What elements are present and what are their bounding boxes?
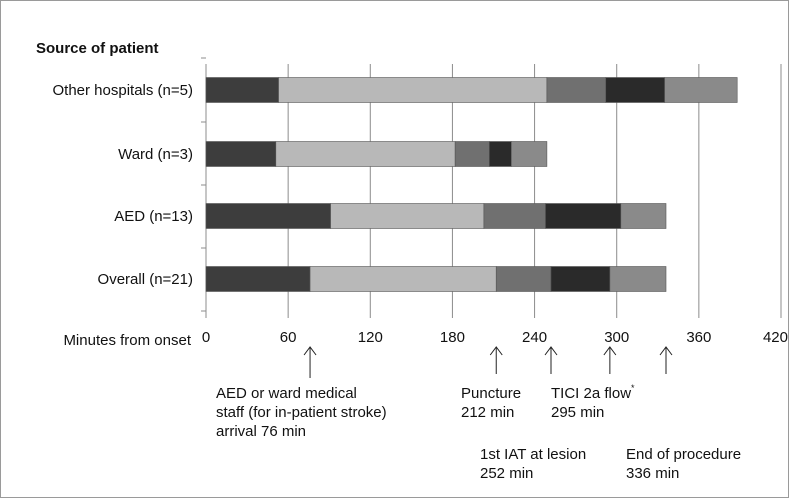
- annotation: TICI 2a flow* 295 min: [551, 346, 635, 421]
- bar-segment: [605, 77, 665, 103]
- bar-segment: [550, 266, 611, 292]
- category-label: Overall (n=21): [98, 271, 193, 288]
- bar-segment: [620, 203, 667, 229]
- bar-1: [205, 77, 738, 103]
- bar-3: [205, 203, 667, 229]
- category-label: AED (n=13): [114, 208, 193, 225]
- x-tick-label: 0: [202, 329, 210, 346]
- arrow-head: [659, 346, 673, 356]
- bars: [205, 77, 738, 292]
- bar-segment: [495, 266, 552, 292]
- annotation-text: AED or ward medical: [216, 385, 357, 402]
- annotation: 1st IAT at lesion 252 min: [480, 346, 586, 482]
- annotation: AED or ward medical staff (for in-patient…: [216, 346, 387, 440]
- annotation-text: 1st IAT at lesion: [480, 446, 586, 463]
- y-axis-title: Source of patient: [36, 40, 159, 57]
- x-tick-label: 180: [440, 329, 465, 346]
- bar-2: [205, 141, 548, 167]
- annotation-text: 212 min: [461, 404, 514, 421]
- annotation-text: TICI 2a flow*: [551, 383, 635, 402]
- bar-segment: [609, 266, 667, 292]
- annotation: Puncture 212 min: [461, 346, 521, 421]
- annotation-text: Puncture: [461, 385, 521, 402]
- category-label: Ward (n=3): [118, 146, 193, 163]
- x-tick-label: 420: [763, 329, 788, 346]
- bar-segment: [309, 266, 497, 292]
- annotation-text: 295 min: [551, 404, 604, 421]
- annotation-text: End of procedure: [626, 446, 741, 463]
- bar-segment: [205, 141, 277, 167]
- annotation-text: 336 min: [626, 465, 679, 482]
- bar-segment: [545, 203, 622, 229]
- x-tick-label: 300: [604, 329, 629, 346]
- arrow-head: [603, 346, 617, 356]
- annotation-text: staff (for in-patient stroke): [216, 404, 387, 421]
- bar-4: [205, 266, 667, 292]
- bar-segment: [546, 77, 607, 103]
- bar-segment: [205, 77, 279, 103]
- axes: [201, 57, 207, 318]
- bar-segment: [205, 266, 311, 292]
- annotation-text: arrival 76 min: [216, 423, 306, 440]
- x-tick-label: 60: [280, 329, 297, 346]
- arrow-head: [303, 346, 317, 356]
- x-axis-title: Minutes from onset: [63, 332, 191, 349]
- x-tick-label: 360: [686, 329, 711, 346]
- x-tick-labels: 0 60 120 180 240 300 360 420: [202, 329, 788, 346]
- bar-segment: [278, 77, 548, 103]
- annotations: AED or ward medical staff (for in-patient…: [216, 346, 741, 482]
- x-tick-label: 240: [522, 329, 547, 346]
- bar-segment: [510, 141, 548, 167]
- bar-segment: [205, 203, 331, 229]
- bar-segment: [330, 203, 485, 229]
- category-labels: Other hospitals (n=5) Ward (n=3) AED (n=13…: [53, 82, 194, 288]
- annotation-text: 252 min: [480, 465, 533, 482]
- bar-segment: [664, 77, 738, 103]
- annotation: End of procedure 336 min: [626, 346, 741, 482]
- bar-segment: [489, 141, 512, 167]
- bar-segment: [483, 203, 546, 229]
- bar-segment: [275, 141, 456, 167]
- category-label: Other hospitals (n=5): [53, 82, 194, 99]
- x-tick-label: 120: [358, 329, 383, 346]
- arrow-head: [544, 346, 558, 356]
- bar-segment: [454, 141, 490, 167]
- arrow-head: [489, 346, 503, 356]
